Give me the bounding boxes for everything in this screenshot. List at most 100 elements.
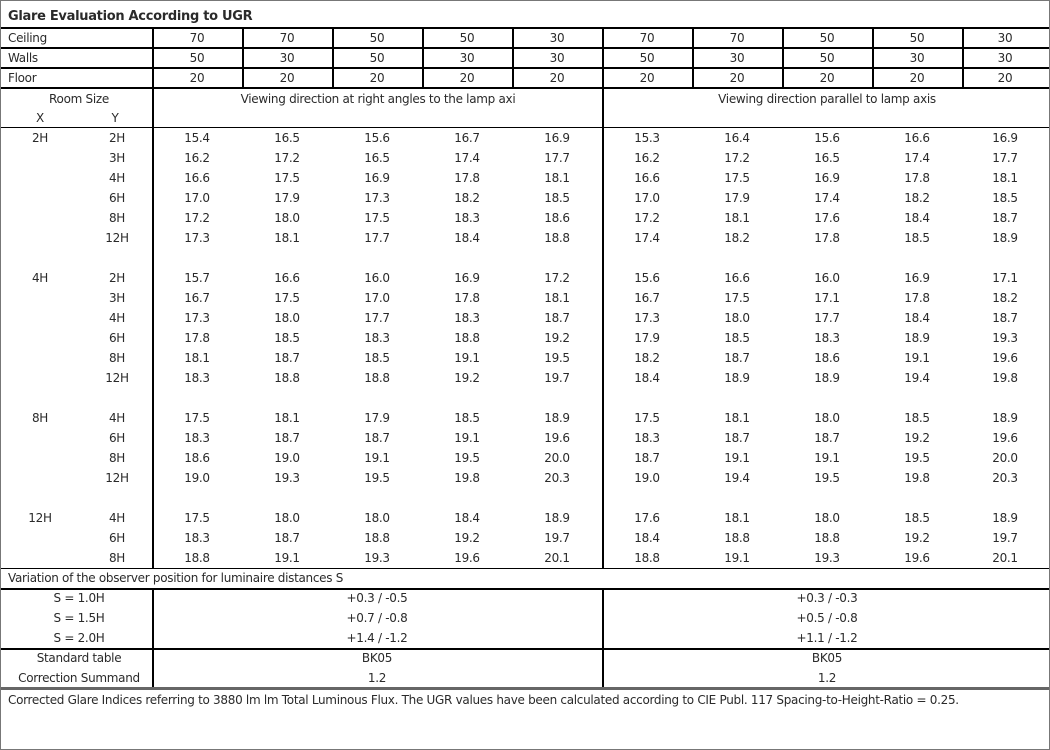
ugr-value-perpendicular: 19.1 <box>454 351 480 365</box>
correction-summand-parallel: 1.2 <box>817 671 837 685</box>
ugr-value-perpendicular: 18.1 <box>274 231 300 245</box>
ugr-value-parallel: 16.6 <box>634 171 660 185</box>
ugr-value-parallel: 18.5 <box>992 191 1018 205</box>
ugr-value-perpendicular: 16.9 <box>454 271 480 285</box>
ugr-value-parallel: 16.5 <box>814 151 840 165</box>
ugr-value-parallel: 19.2 <box>904 531 930 545</box>
ugr-value-perpendicular: 18.4 <box>454 231 480 245</box>
ugr-value-perpendicular: 18.3 <box>184 431 210 445</box>
room-y-value: 8H <box>108 351 126 365</box>
room-x-value: 2H <box>31 131 49 145</box>
room-y-value: 4H <box>108 311 126 325</box>
ugr-value-parallel: 19.1 <box>814 451 840 465</box>
standard-table-label: Standard table <box>36 651 122 665</box>
room-y-value: 8H <box>108 551 126 565</box>
walls-value: 30 <box>279 51 295 65</box>
ugr-value-parallel: 18.8 <box>634 551 660 565</box>
ugr-value-parallel: 18.9 <box>814 371 840 385</box>
ugr-value-parallel: 17.8 <box>904 291 930 305</box>
ceiling-value: 70 <box>729 31 745 45</box>
ugr-value-perpendicular: 18.0 <box>274 511 300 525</box>
ugr-value-parallel: 18.7 <box>634 451 660 465</box>
column-divider <box>152 27 154 88</box>
ugr-value-perpendicular: 16.5 <box>274 131 300 145</box>
ugr-value-parallel: 19.1 <box>724 551 750 565</box>
column-divider <box>602 88 604 568</box>
ugr-value-parallel: 18.2 <box>992 291 1018 305</box>
ugr-value-parallel: 18.5 <box>904 411 930 425</box>
ugr-value-parallel: 19.2 <box>904 431 930 445</box>
ugr-value-parallel: 18.9 <box>992 231 1018 245</box>
ceiling-value: 70 <box>189 31 205 45</box>
ugr-value-perpendicular: 18.0 <box>274 311 300 325</box>
ugr-value-parallel: 18.4 <box>634 371 660 385</box>
ugr-value-perpendicular: 17.0 <box>364 291 390 305</box>
ugr-value-parallel: 17.4 <box>904 151 930 165</box>
ugr-value-perpendicular: 19.7 <box>544 371 570 385</box>
ugr-value-parallel: 18.8 <box>724 531 750 545</box>
room-x-value: 4H <box>31 271 49 285</box>
floor-value: 20 <box>909 71 925 85</box>
ugr-value-parallel: 18.1 <box>724 211 750 225</box>
ugr-value-perpendicular: 18.0 <box>364 511 390 525</box>
ugr-value-parallel: 18.9 <box>724 371 750 385</box>
ugr-value-perpendicular: 20.0 <box>544 451 570 465</box>
ugr-value-parallel: 17.5 <box>724 291 750 305</box>
ugr-value-perpendicular: 18.5 <box>364 351 390 365</box>
variation-perpendicular: +0.7 / -0.8 <box>346 611 408 625</box>
ugr-value-parallel: 18.1 <box>724 411 750 425</box>
ugr-value-perpendicular: 17.8 <box>454 291 480 305</box>
ugr-value-perpendicular: 16.9 <box>364 171 390 185</box>
floor-value: 20 <box>639 71 655 85</box>
ugr-value-perpendicular: 19.5 <box>364 471 390 485</box>
ugr-value-perpendicular: 18.7 <box>274 531 300 545</box>
room-y-value: 3H <box>108 291 126 305</box>
column-divider <box>332 27 334 88</box>
ugr-value-parallel: 19.6 <box>992 351 1018 365</box>
ugr-value-perpendicular: 17.9 <box>274 191 300 205</box>
ugr-value-perpendicular: 18.7 <box>274 431 300 445</box>
ugr-value-perpendicular: 19.0 <box>184 471 210 485</box>
ugr-value-parallel: 20.3 <box>992 471 1018 485</box>
ugr-value-perpendicular: 16.9 <box>544 131 570 145</box>
ugr-value-perpendicular: 18.8 <box>184 551 210 565</box>
ugr-value-parallel: 17.5 <box>724 171 750 185</box>
ugr-value-perpendicular: 17.9 <box>364 411 390 425</box>
ugr-value-perpendicular: 18.9 <box>544 511 570 525</box>
ugr-value-parallel: 19.8 <box>904 471 930 485</box>
perpendicular-header: Viewing direction at right angles to the… <box>240 92 516 106</box>
ugr-value-parallel: 20.0 <box>992 451 1018 465</box>
ugr-value-perpendicular: 19.1 <box>274 551 300 565</box>
ugr-value-parallel: 17.2 <box>724 151 750 165</box>
ugr-value-parallel: 18.0 <box>814 411 840 425</box>
ugr-value-parallel: 18.1 <box>724 511 750 525</box>
ugr-value-perpendicular: 18.3 <box>364 331 390 345</box>
ugr-value-parallel: 17.9 <box>724 191 750 205</box>
floor-value: 20 <box>729 71 745 85</box>
parallel-header: Viewing direction parallel to lamp axis <box>718 92 936 106</box>
ugr-value-parallel: 17.5 <box>634 411 660 425</box>
ugr-value-perpendicular: 17.8 <box>454 171 480 185</box>
ugr-value-perpendicular: 18.7 <box>544 311 570 325</box>
ugr-value-parallel: 17.3 <box>634 311 660 325</box>
ugr-value-perpendicular: 19.0 <box>274 451 300 465</box>
ugr-value-parallel: 16.2 <box>634 151 660 165</box>
room-size-label: Room Size <box>49 92 109 106</box>
floor-value: 20 <box>369 71 385 85</box>
ugr-value-parallel: 18.7 <box>724 431 750 445</box>
ugr-value-parallel: 17.1 <box>814 291 840 305</box>
ugr-value-perpendicular: 19.5 <box>454 451 480 465</box>
ugr-value-parallel: 16.9 <box>904 271 930 285</box>
floor-value: 20 <box>819 71 835 85</box>
ugr-value-perpendicular: 15.7 <box>184 271 210 285</box>
ugr-value-parallel: 18.7 <box>724 351 750 365</box>
ugr-value-parallel: 20.1 <box>992 551 1018 565</box>
ugr-value-perpendicular: 17.5 <box>184 511 210 525</box>
ceiling-value: 50 <box>459 31 475 45</box>
ugr-value-perpendicular: 18.6 <box>184 451 210 465</box>
ugr-value-perpendicular: 18.4 <box>454 511 480 525</box>
standard-table-perpendicular: BK05 <box>361 651 393 665</box>
ugr-value-parallel: 17.0 <box>634 191 660 205</box>
ugr-value-perpendicular: 19.2 <box>454 371 480 385</box>
floor-label: Floor <box>8 71 37 85</box>
